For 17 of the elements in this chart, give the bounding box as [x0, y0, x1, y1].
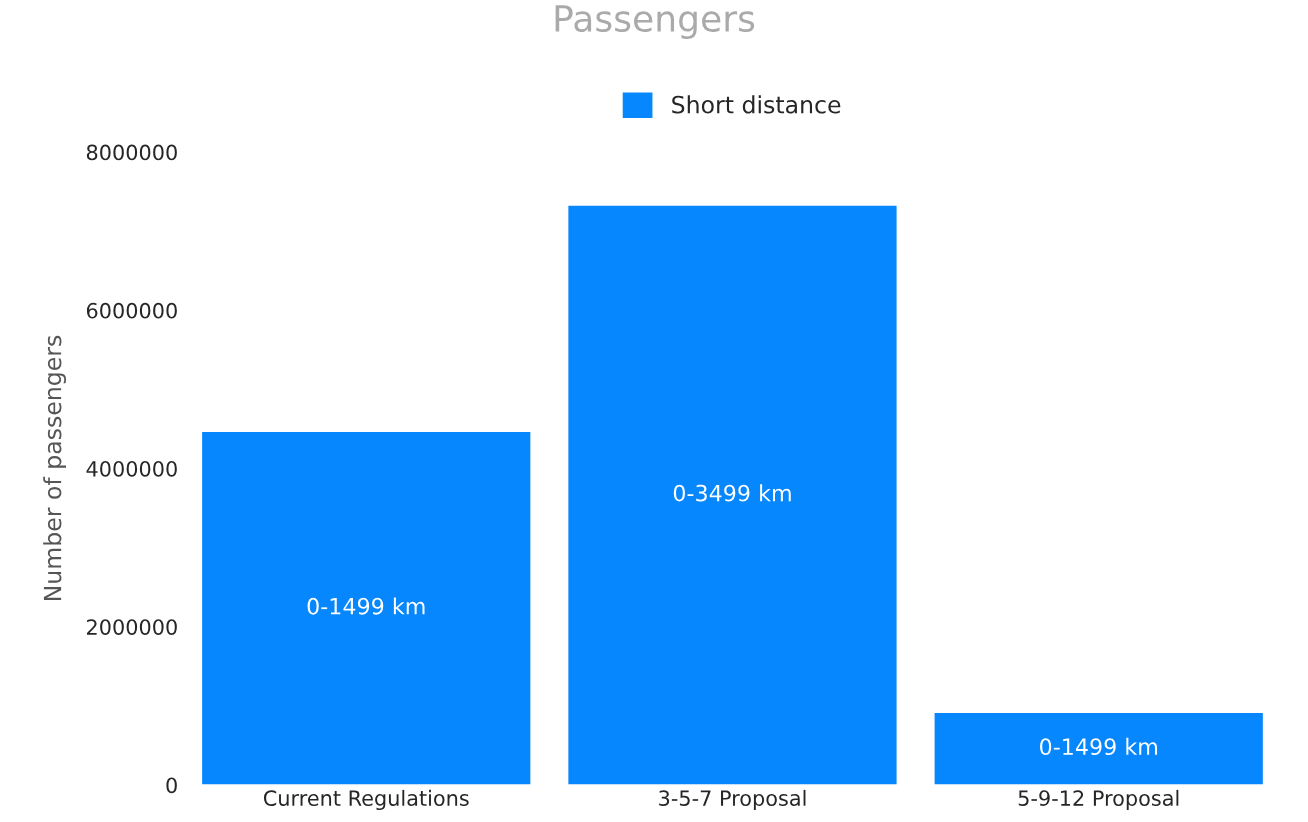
chart-title: Passengers: [555, 5, 755, 40]
x-tick-label: Current Regulations: [263, 789, 469, 811]
y-tick-label: 0: [166, 777, 177, 794]
data-label: 0-3499 km: [673, 484, 791, 502]
data-label: 0-1499 km: [1040, 737, 1157, 756]
bar: [566, 204, 898, 786]
legend-label: Short distance: [672, 95, 841, 114]
y-tick-label: 8000000: [86, 144, 177, 161]
bar: [933, 711, 1265, 786]
bar: [200, 430, 532, 786]
x-tick-label: 3-5-7 Proposal: [659, 789, 806, 811]
y-tick-label: 6000000: [86, 302, 177, 319]
data-label: 0-1499 km: [307, 597, 425, 615]
y-tick-label: 2000000: [87, 619, 177, 635]
y-tick-label: 4000000: [86, 460, 177, 477]
y-axis-title: Number of passengers: [43, 335, 67, 601]
x-tick-label: 5-9-12 Proposal: [1018, 789, 1179, 811]
